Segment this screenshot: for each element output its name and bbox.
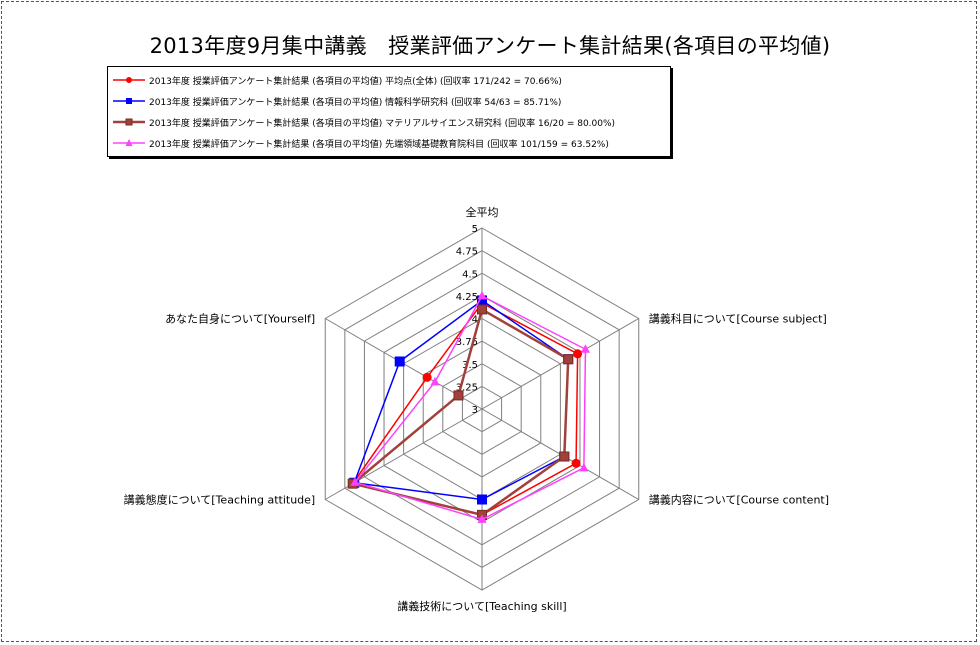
data-point bbox=[571, 458, 581, 468]
tick-label: 3.5 bbox=[462, 360, 478, 371]
legend-label: 2013年度 授業評価アンケート集計結果 (各項目の平均値) 情報科学研究科 (… bbox=[149, 97, 562, 108]
axis-label: あなた自身について[Yourself] bbox=[165, 312, 315, 326]
data-point bbox=[430, 376, 440, 386]
axis-label: 講義態度について[Teaching attitude] bbox=[124, 493, 316, 507]
tick-label: 5 bbox=[472, 224, 478, 235]
tick-label: 4 bbox=[472, 315, 478, 326]
series-line bbox=[351, 302, 579, 516]
tick-label: 4.25 bbox=[456, 292, 478, 303]
tick-label: 3.25 bbox=[456, 382, 478, 393]
legend-marker-magenta-triangle bbox=[113, 139, 145, 146]
legend-item: 2013年度 授業評価アンケート集計結果 (各項目の平均値) 平均点(全体) (… bbox=[112, 72, 562, 88]
tick-label: 4.5 bbox=[462, 269, 478, 280]
tick-label: 3.75 bbox=[456, 337, 478, 348]
grid-spoke bbox=[481, 318, 640, 410]
axis-label: 全平均 bbox=[466, 205, 499, 219]
legend-item: 2013年度 授業評価アンケート集計結果 (各項目の平均値) 情報科学研究科 (… bbox=[112, 93, 561, 109]
legend-label: 2013年度 授業評価アンケート集計結果 (各項目の平均値) マテリアルサイエン… bbox=[149, 118, 616, 129]
data-point bbox=[579, 462, 589, 472]
legend-marker-blue-square bbox=[113, 98, 145, 104]
data-point bbox=[350, 477, 360, 486]
legend-item: 2013年度 授業評価アンケート集計結果 (各項目の平均値) マテリアルサイエン… bbox=[112, 114, 615, 130]
data-point bbox=[559, 451, 570, 462]
tick-label: 3 bbox=[472, 405, 478, 416]
data-point bbox=[477, 304, 487, 315]
data-point bbox=[563, 354, 574, 365]
legend-item: 2013年度 授業評価アンケート集計結果 (各項目の平均値) 先端領域基礎教育院… bbox=[112, 135, 609, 151]
axis-label: 講義技術について[Teaching skill] bbox=[397, 599, 566, 613]
chart-title: 2013年度9月集中講義 授業評価アンケート集計結果(各項目の平均値) bbox=[149, 34, 831, 58]
data-point bbox=[580, 344, 590, 353]
axis-label: 講義内容について[Course content] bbox=[649, 493, 829, 507]
axis-label: 講義科目について[Course subject] bbox=[649, 312, 827, 326]
data-point bbox=[453, 390, 464, 401]
data-point bbox=[477, 494, 487, 505]
series-line bbox=[353, 294, 587, 521]
legend-label: 2013年度 授業評価アンケート集計結果 (各項目の平均値) 平均点(全体) (… bbox=[149, 76, 562, 87]
data-point bbox=[573, 349, 583, 359]
data-point bbox=[394, 356, 405, 367]
legend-marker-red-circle bbox=[113, 77, 145, 83]
data-point bbox=[422, 372, 432, 382]
tick-label: 4.75 bbox=[456, 247, 478, 258]
legend-marker-brown-square bbox=[113, 118, 145, 126]
legend: 2013年度 授業評価アンケート集計結果 (各項目の平均値) 平均点(全体) (… bbox=[107, 66, 671, 157]
data-point bbox=[477, 290, 487, 300]
data-point bbox=[477, 514, 487, 523]
legend-label: 2013年度 授業評価アンケート集計結果 (各項目の平均値) 先端領域基礎教育院… bbox=[149, 139, 609, 150]
